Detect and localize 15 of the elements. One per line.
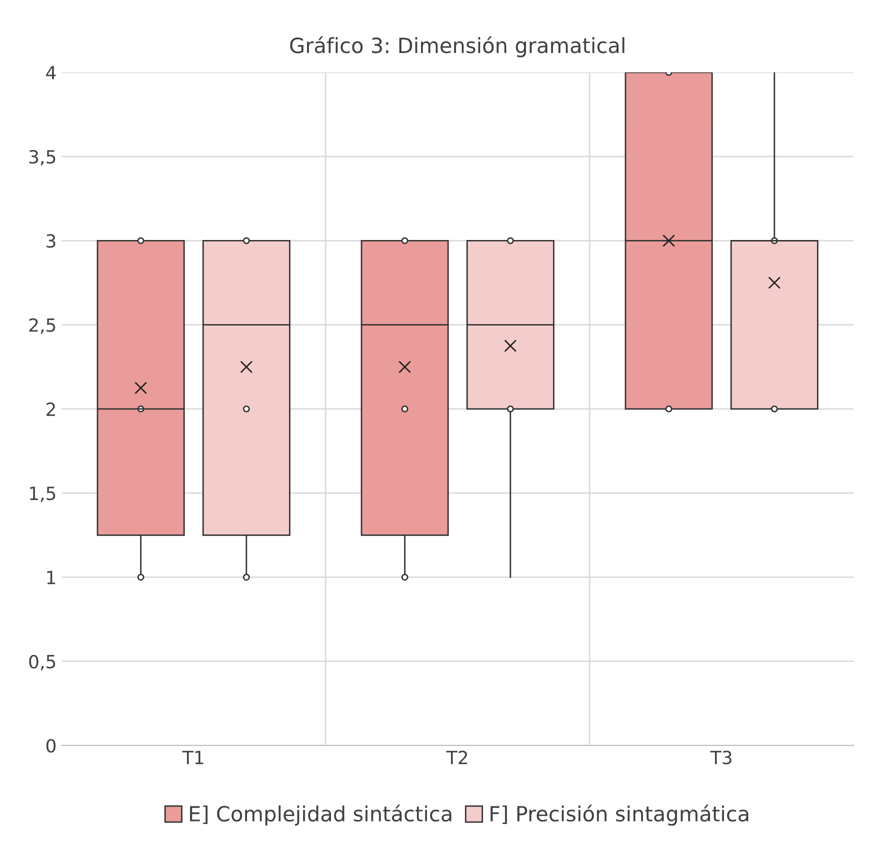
x-tick-label: T3	[710, 750, 732, 764]
x-tick-label: T2	[446, 750, 468, 764]
y-tick-label: 1,5	[30, 486, 56, 502]
y-tick-label: 2	[46, 402, 55, 416]
y-tick-label: 0,5	[29, 654, 56, 670]
y-tick-label: 3	[46, 234, 56, 248]
legend-label: E] Complejidad sintáctica	[190, 804, 452, 826]
y-tick-label: 1	[47, 570, 56, 584]
y-tick-label: 0	[46, 738, 56, 753]
legend-label: F] Precisión sintagmática	[490, 804, 748, 826]
chart-title: Gráfico 3: Dimensión gramatical	[290, 36, 624, 58]
y-tick-label: 3,5	[29, 150, 56, 166]
x-tick-label: T1	[182, 750, 204, 764]
y-tick-label: 4	[46, 66, 56, 80]
y-tick-label: 2,5	[29, 318, 56, 334]
